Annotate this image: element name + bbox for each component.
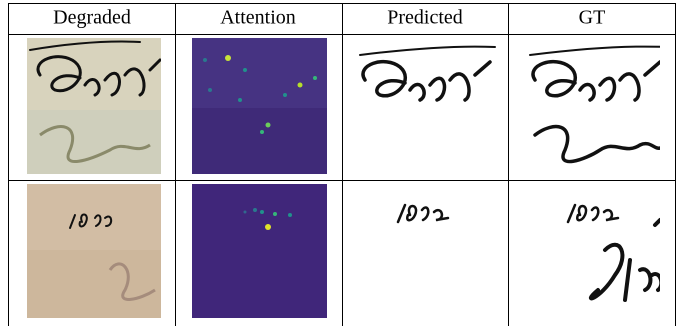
header-cell: Predicted — [387, 7, 463, 29]
table-grid — [8, 3, 676, 326]
degraded-image — [27, 184, 161, 318]
gt-image — [566, 203, 660, 302]
header-cell: GT — [579, 7, 606, 29]
attention-map — [192, 38, 327, 174]
predicted-image — [359, 45, 496, 102]
header-cell: Attention — [220, 7, 296, 29]
gt-image — [529, 45, 660, 164]
degraded-image — [27, 38, 161, 174]
attention-map — [192, 184, 327, 318]
header-cell: Degraded — [53, 7, 131, 29]
predicted-image — [396, 203, 450, 224]
